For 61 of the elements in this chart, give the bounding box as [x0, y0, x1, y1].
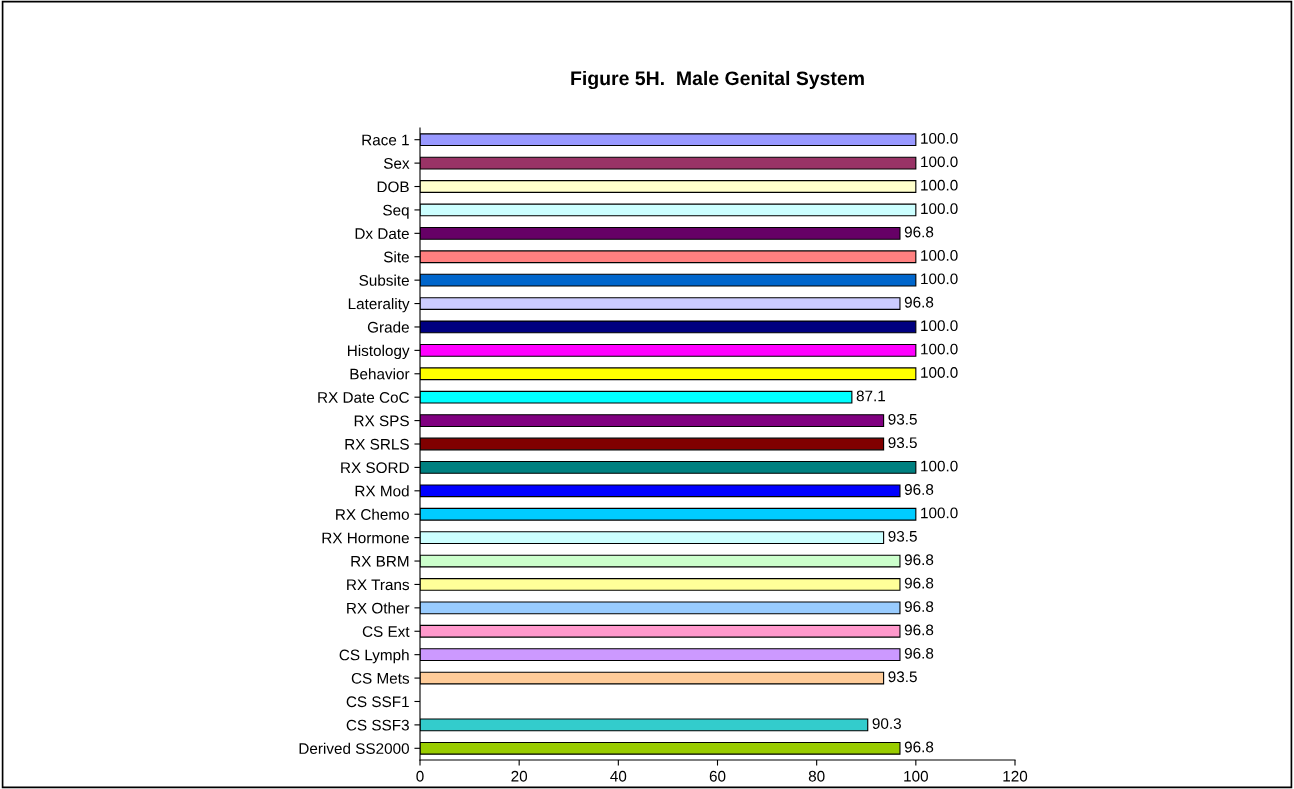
- y-tick-label: RX Date CoC: [318, 392, 409, 403]
- y-tick-label: Race 1: [362, 134, 409, 146]
- y-tick-label: CS Mets: [351, 672, 410, 684]
- y-tick-label: CS Lymph: [339, 649, 409, 664]
- data-label: 96.8: [904, 296, 934, 308]
- y-tick-label: Dx Date: [355, 228, 409, 240]
- data-label: 100.0: [921, 507, 958, 519]
- data-label: 100.0: [921, 132, 958, 144]
- data-label: 93.5: [888, 413, 917, 425]
- x-tick-label: 60: [709, 770, 726, 782]
- y-tick-label: RX Other: [347, 602, 410, 614]
- y-tick-label: CS SSF1: [346, 696, 409, 708]
- x-tick-label: 120: [1003, 770, 1028, 782]
- y-tick-label: Derived SS2000: [299, 742, 409, 754]
- data-label: 100.0: [921, 343, 958, 355]
- chart-title: Figure 5H. Male Genital System: [571, 70, 864, 90]
- data-label: 100.0: [921, 320, 958, 332]
- x-tick-label: 100: [904, 770, 928, 782]
- y-tick-label: RX SORD: [341, 462, 409, 474]
- y-tick-label: CS Ext: [362, 626, 410, 637]
- data-label: 100.0: [921, 367, 958, 378]
- data-label: 96.8: [904, 601, 934, 612]
- data-label: 100.0: [921, 250, 958, 261]
- data-label: 96.8: [904, 624, 934, 636]
- data-label: 96.8: [904, 577, 934, 589]
- y-tick-label: RX SPS: [354, 415, 409, 427]
- data-label: 87.1: [856, 390, 886, 402]
- x-tick-label: 0: [416, 770, 424, 782]
- data-label: 100.0: [921, 156, 958, 168]
- y-tick-label: Histology: [348, 344, 410, 360]
- data-label: 96.8: [904, 647, 934, 659]
- y-tick-label: Grade: [367, 321, 409, 333]
- y-tick-label: DOB: [377, 181, 409, 193]
- y-tick-label: Behavior: [350, 368, 410, 380]
- x-tick-label: 20: [511, 770, 528, 782]
- data-label: 100.0: [921, 273, 958, 285]
- data-label: 90.3: [872, 718, 901, 729]
- data-label: 96.8: [904, 484, 934, 495]
- y-tick-label: RX Trans: [347, 579, 410, 591]
- y-tick-label: Laterality: [348, 298, 410, 313]
- data-label: 93.5: [888, 530, 917, 542]
- y-tick-label: Sex: [383, 157, 410, 169]
- data-label: 93.5: [888, 437, 917, 449]
- y-tick-label: RX SRLS: [345, 438, 409, 450]
- y-tick-label: RX Chemo: [336, 508, 409, 520]
- y-tick-label: RX Hormone: [322, 532, 409, 544]
- x-tick-label: 80: [808, 770, 825, 782]
- data-label: 96.8: [904, 741, 934, 753]
- y-tick-label: RX BRM: [351, 556, 409, 567]
- y-tick-label: Seq: [383, 204, 409, 219]
- x-tick-label: 40: [610, 770, 627, 782]
- data-label: 100.0: [921, 460, 958, 472]
- y-tick-label: CS SSF3: [346, 719, 409, 731]
- data-label: 96.8: [904, 554, 934, 566]
- data-label: 96.8: [904, 226, 934, 238]
- y-tick-label: Site: [383, 251, 409, 263]
- data-label: 100.0: [921, 179, 958, 191]
- y-tick-label: RX Mod: [355, 485, 409, 497]
- data-label: 100.0: [921, 203, 958, 215]
- data-label: 93.5: [888, 671, 917, 683]
- y-tick-label: Subsite: [359, 274, 409, 286]
